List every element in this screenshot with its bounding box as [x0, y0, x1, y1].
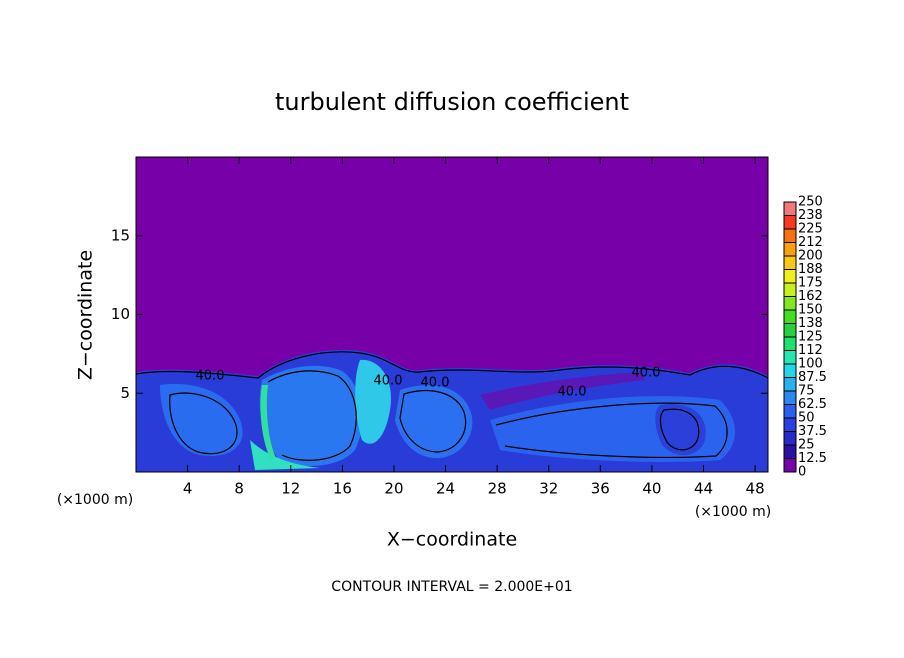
colorbar-tick-label: 138	[798, 316, 823, 331]
colorbar-band	[784, 296, 796, 310]
x-tick-label: 8	[234, 480, 244, 498]
colorbar-band	[784, 256, 796, 270]
x-tick-label: 20	[384, 480, 403, 498]
colorbar-tick-label: 200	[798, 249, 823, 264]
colorbar-tick-label: 25	[798, 438, 815, 453]
colorbar-tick-label: 12.5	[798, 451, 827, 466]
colorbar-tick-label: 100	[798, 357, 823, 372]
contour-line	[169, 392, 238, 455]
colorbar-tick-label: 50	[798, 411, 815, 426]
colorbar-band	[784, 323, 796, 337]
x-unit-label: (×1000 m)	[695, 504, 771, 520]
field-blob	[480, 372, 645, 410]
y-tick-label: 5	[120, 384, 130, 402]
colorbar-band	[784, 215, 796, 229]
field-blob	[259, 365, 363, 466]
colorbar-band	[784, 229, 796, 243]
x-tick-label: 40	[642, 480, 661, 498]
x-tick-label: 48	[746, 480, 765, 498]
contour-line	[659, 408, 700, 451]
colorbar-band	[784, 458, 796, 472]
field-blob	[355, 359, 391, 444]
colorbar-band	[784, 310, 796, 324]
contour-interval: CONTOUR INTERVAL = 2.000E+01	[331, 579, 572, 595]
field-blob	[260, 385, 276, 458]
contour-line	[399, 390, 467, 453]
x-tick-label: 12	[281, 480, 300, 498]
colorbar-band	[784, 377, 796, 391]
colorbar-tick-label: 188	[798, 262, 823, 277]
field-blob	[395, 385, 473, 459]
colorbar-tick-label: 0	[798, 465, 806, 480]
y-tick-label: 15	[111, 226, 130, 244]
contour-label: 40.0	[374, 374, 403, 389]
colorbar-tick-label: 37.5	[798, 424, 827, 439]
contour-line	[495, 402, 728, 458]
colorbar-band	[784, 431, 796, 445]
x-tick-label: 16	[333, 480, 352, 498]
field-blob	[250, 440, 320, 470]
colorbar-band	[784, 418, 796, 432]
colorbar-band	[784, 242, 796, 256]
contour-label: 40.0	[632, 366, 661, 381]
contour-label: 40.0	[421, 376, 450, 391]
x-tick-label: 4	[183, 480, 193, 498]
chart-title: turbulent diffusion coefficient	[275, 88, 629, 116]
colorbar-tick-label: 225	[798, 222, 823, 237]
colorbar-band	[784, 364, 796, 378]
colorbar-tick-label: 75	[798, 384, 815, 399]
x-tick-label: 44	[694, 480, 713, 498]
y-axis-label: Z−coordinate	[75, 250, 97, 380]
x-tick-label: 36	[591, 480, 610, 498]
colorbar-band	[784, 202, 796, 216]
colorbar-tick-label: 212	[798, 235, 823, 250]
colorbar-band	[784, 337, 796, 351]
colorbar-tick-label: 162	[798, 289, 823, 304]
contour-label: 40.0	[558, 385, 587, 400]
colorbar-band	[784, 404, 796, 418]
y-tick-label: 10	[111, 305, 130, 323]
colorbar-tick-label: 175	[798, 276, 823, 291]
colorbar-tick-label: 125	[798, 330, 823, 345]
contour-line	[267, 370, 357, 461]
colorbar-tick-label: 150	[798, 303, 823, 318]
field	[135, 349, 769, 472]
colorbar-tick-label: 250	[798, 195, 823, 210]
x-axis-label: X−coordinate	[387, 529, 517, 551]
colorbar-band	[784, 445, 796, 459]
y-unit-label: (×1000 m)	[57, 492, 133, 508]
colorbar-band	[784, 283, 796, 297]
colorbar-tick-label: 87.5	[798, 370, 827, 385]
x-tick-label: 32	[539, 480, 558, 498]
colorbar-band	[784, 350, 796, 364]
colorbar-band	[784, 269, 796, 283]
colorbar-tick-label: 238	[798, 208, 823, 223]
x-tick-label: 28	[488, 480, 507, 498]
contour-label: 40.0	[196, 369, 225, 384]
colorbar-tick-label: 112	[798, 343, 823, 358]
colorbar-tick-label: 62.5	[798, 397, 827, 412]
x-tick-label: 24	[436, 480, 455, 498]
contour-line	[135, 351, 769, 379]
colorbar-band	[784, 391, 796, 405]
